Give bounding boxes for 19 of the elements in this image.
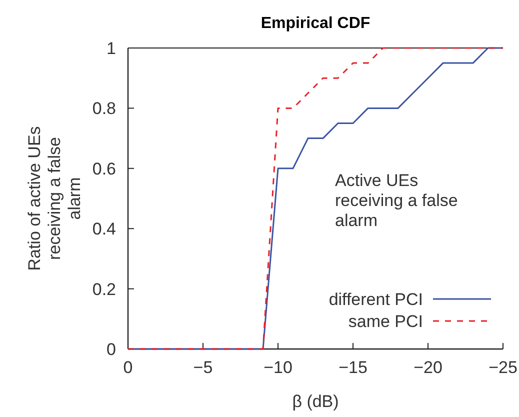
y-axis-title: Ratio of active UEs receiving a false alarm [25,126,84,271]
x-tick-label: −25 [488,358,518,377]
x-tick-label: −10 [264,358,292,377]
legend-label: different PCI [328,290,423,309]
y-tick-label: 0.4 [92,220,116,239]
annotation: Active UEs receiving a false alarm [335,171,458,230]
line-series [127,47,504,350]
x-tick-label: −15 [338,358,368,377]
x-axis-title: β (dB) [292,392,339,411]
y-tick-label: 0.8 [92,99,116,118]
x-tick-label: 0 [123,358,133,377]
y-tick-label: 1 [106,39,116,58]
legend-label: same PCI [348,312,423,331]
x-tick-label: −5 [193,358,213,377]
y-tick-label: 0 [106,340,116,359]
x-tick-label: −20 [414,358,442,377]
y-tick-label: 0.6 [92,159,116,178]
chart-title: Empirical CDF [260,15,370,32]
y-tick-label: 0.2 [92,280,116,299]
